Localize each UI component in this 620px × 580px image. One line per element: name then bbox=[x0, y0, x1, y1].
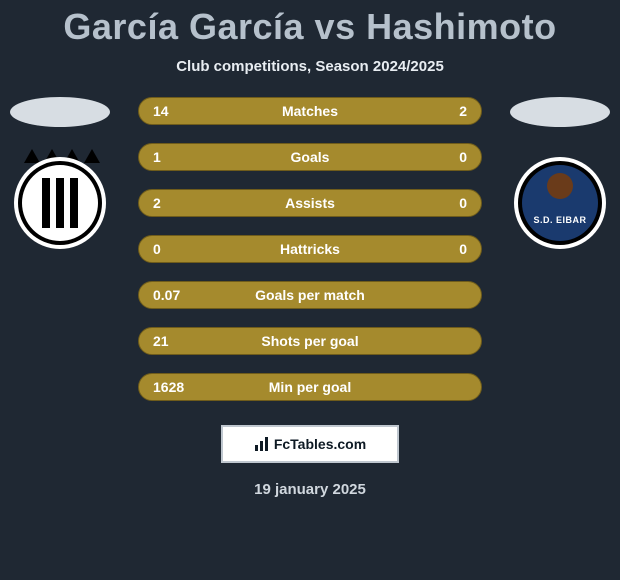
attribution-text: FcTables.com bbox=[274, 436, 366, 452]
stat-left-value: 0 bbox=[153, 241, 161, 257]
stat-left-value: 1628 bbox=[153, 379, 184, 395]
stat-label: Matches bbox=[139, 103, 481, 119]
stat-left-value: 1 bbox=[153, 149, 161, 165]
stat-right-value: 2 bbox=[459, 103, 467, 119]
stat-label: Assists bbox=[139, 195, 481, 211]
stat-row: 1Goals0 bbox=[138, 143, 482, 171]
stat-left-value: 21 bbox=[153, 333, 169, 349]
chart-icon bbox=[254, 436, 270, 452]
player-platform-left bbox=[10, 97, 110, 127]
stat-label: Shots per goal bbox=[139, 333, 481, 349]
ball-icon bbox=[547, 173, 573, 199]
stat-label: Hattricks bbox=[139, 241, 481, 257]
attribution-box[interactable]: FcTables.com bbox=[221, 425, 399, 463]
stat-row: 14Matches2 bbox=[138, 97, 482, 125]
badge-right-text: S.D. EIBAR bbox=[522, 215, 598, 225]
stat-right-value: 0 bbox=[459, 149, 467, 165]
player-platform-right bbox=[510, 97, 610, 127]
stat-label: Min per goal bbox=[139, 379, 481, 395]
snapshot-date: 19 january 2025 bbox=[0, 481, 620, 498]
stat-row: 0.07Goals per match bbox=[138, 281, 482, 309]
stats-list: 14Matches21Goals02Assists00Hattricks00.0… bbox=[138, 97, 482, 401]
stat-label: Goals per match bbox=[139, 287, 481, 303]
club-badge-left bbox=[14, 157, 106, 249]
stat-right-value: 0 bbox=[459, 241, 467, 257]
comparison-stage: S.D. EIBAR 14Matches21Goals02Assists00Ha… bbox=[0, 97, 620, 401]
comparison-title: García García vs Hashimoto bbox=[0, 0, 620, 48]
stat-label: Goals bbox=[139, 149, 481, 165]
stat-right-value: 0 bbox=[459, 195, 467, 211]
season-subtitle: Club competitions, Season 2024/2025 bbox=[0, 58, 620, 75]
stat-row: 2Assists0 bbox=[138, 189, 482, 217]
stat-left-value: 14 bbox=[153, 103, 169, 119]
stat-left-value: 0.07 bbox=[153, 287, 180, 303]
stat-row: 21Shots per goal bbox=[138, 327, 482, 355]
club-badge-right: S.D. EIBAR bbox=[514, 157, 606, 249]
stat-row: 1628Min per goal bbox=[138, 373, 482, 401]
stat-left-value: 2 bbox=[153, 195, 161, 211]
stat-row: 0Hattricks0 bbox=[138, 235, 482, 263]
